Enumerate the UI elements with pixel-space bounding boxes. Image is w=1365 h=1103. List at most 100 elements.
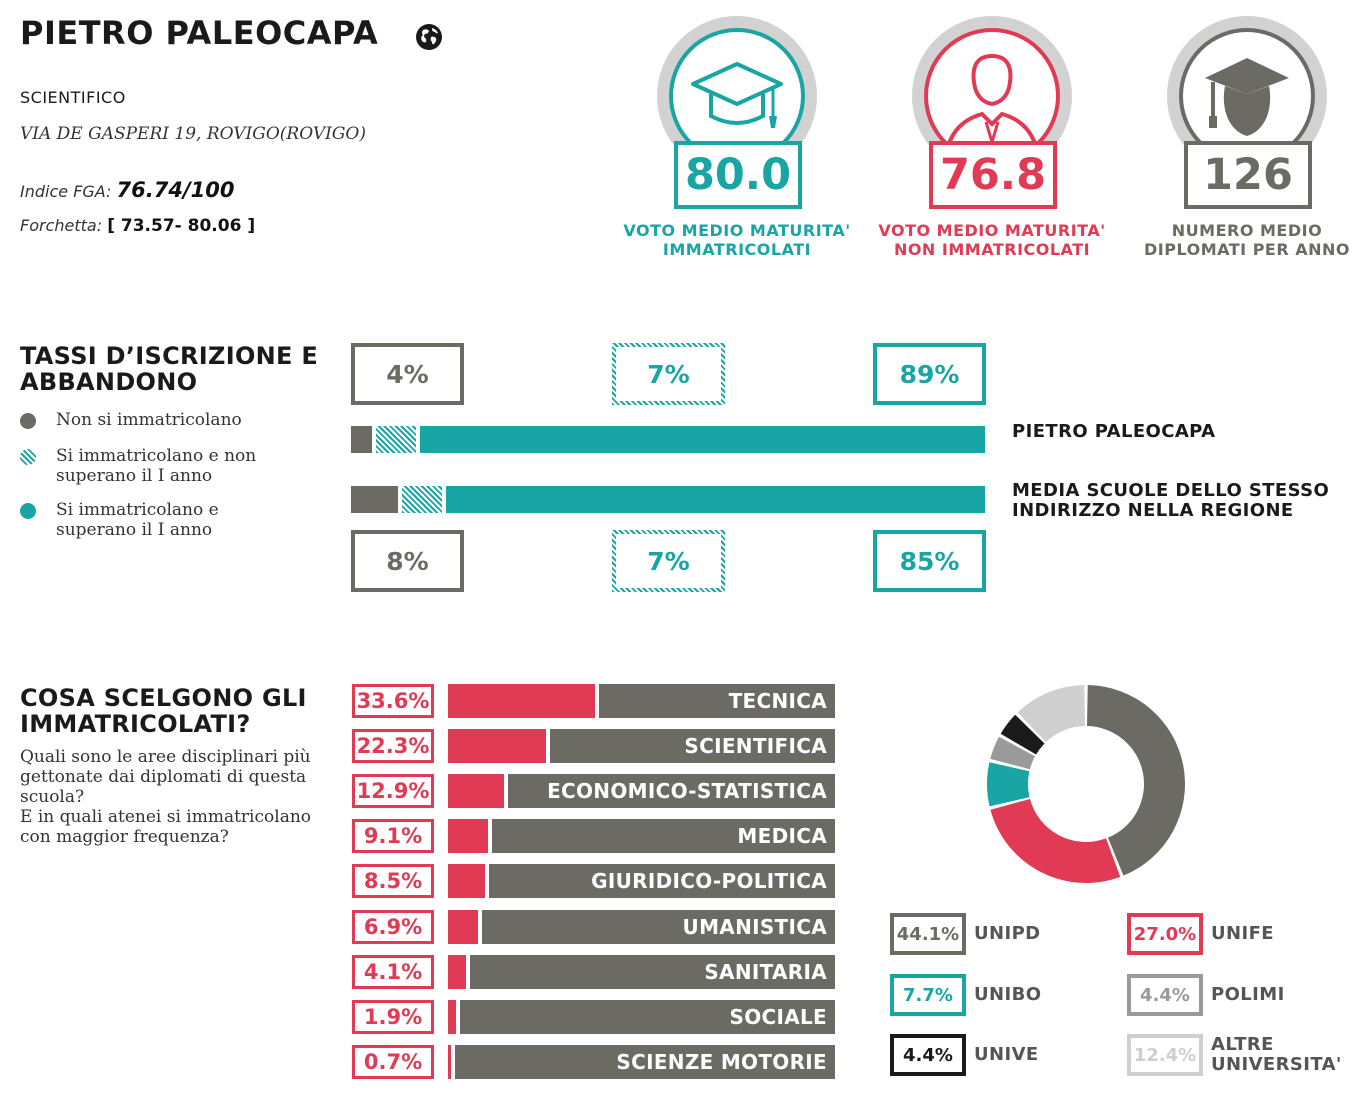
school-type: SCIENTIFICO xyxy=(20,88,126,107)
seg-non-superano xyxy=(402,486,442,513)
kpi-value: 126 xyxy=(1184,141,1312,209)
university-pct-label: 7.7% xyxy=(890,974,966,1016)
area-pct-label: 33.6% xyxy=(352,684,434,718)
donut-slice-unife xyxy=(990,799,1121,883)
school-non-superano-pct: 7% xyxy=(612,343,725,405)
seg-superano xyxy=(420,426,985,453)
area-bar-rest: UMANISTICA xyxy=(482,909,835,944)
university-name: UNIBO xyxy=(974,984,1042,1005)
fork-label: Forchetta: xyxy=(20,216,103,235)
area-bar-value xyxy=(448,729,546,764)
seg-non-immatricolati xyxy=(351,486,398,513)
university-name: ALTRE UNIVERSITA' xyxy=(1211,1034,1342,1075)
enrollment-title: TASSI D’ISCRIZIONE E ABBANDONO xyxy=(20,342,319,396)
legend-immatricolati-superano: Si immatricolano e superano il I anno xyxy=(20,500,219,540)
area-category-label: MEDICA xyxy=(737,824,827,849)
area-row: 8.5% GIURIDICO-POLITICA xyxy=(352,864,842,899)
area-bar-value xyxy=(448,684,595,718)
donut-slice-unibo xyxy=(987,762,1030,807)
region-superano-pct: 85% xyxy=(873,530,986,592)
legend-non-immatricolati: Non si immatricolano xyxy=(20,410,242,430)
university-pct-label: 4.4% xyxy=(890,1034,966,1076)
legend-dot-hatch xyxy=(20,449,36,465)
area-pct-label: 1.9% xyxy=(352,999,434,1034)
area-pct-label: 12.9% xyxy=(352,774,434,809)
area-bar-value xyxy=(448,909,478,944)
seg-superano xyxy=(446,486,985,513)
kpi-value: 80.0 xyxy=(674,141,802,209)
area-bar-rest: SANITARIA xyxy=(470,954,835,989)
university-name: UNIVE xyxy=(974,1044,1039,1065)
area-bar-rest: ECONOMICO-STATISTICA xyxy=(508,774,835,809)
area-row: 6.9% UMANISTICA xyxy=(352,909,842,944)
graduation-cap-icon xyxy=(691,62,783,128)
area-row: 0.7% SCIENZE MOTORIE xyxy=(352,1044,842,1079)
legend-immatricolati-non-superano: Si immatricolano e non superano il I ann… xyxy=(20,446,256,486)
area-pct-label: 4.1% xyxy=(352,954,434,989)
graduate-head-icon xyxy=(1205,58,1289,136)
university-name: UNIPD xyxy=(974,923,1041,944)
area-bar-rest: SOCIALE xyxy=(460,999,835,1034)
globe-icon[interactable] xyxy=(414,22,444,52)
fga-value: 76.74/100 xyxy=(116,178,235,202)
area-category-label: SANITARIA xyxy=(704,959,827,984)
area-bar-value xyxy=(448,1044,451,1079)
school-non-immatricolati-pct: 4% xyxy=(351,343,464,405)
kpi-label: NUMERO MEDIO DIPLOMATI PER ANNO xyxy=(1144,221,1350,259)
university-legend-item: 44.1% UNIPD xyxy=(890,913,1041,955)
kpi-value: 76.8 xyxy=(929,141,1057,209)
area-category-label: SCIENTIFICA xyxy=(684,734,827,759)
stacked-bar-regional xyxy=(351,486,985,513)
areas-description: Quali sono le aree disciplinari più gett… xyxy=(20,747,312,847)
stacked-bar-label: PIETRO PALEOCAPA xyxy=(1012,421,1216,442)
area-bar-rest: SCIENZE MOTORIE xyxy=(455,1044,835,1079)
fga-label: Indice FGA: xyxy=(20,182,112,201)
seg-non-immatricolati xyxy=(351,426,372,453)
area-row: 4.1% SANITARIA xyxy=(352,954,842,989)
university-pct-label: 27.0% xyxy=(1127,913,1203,955)
donut-slice-polimi xyxy=(990,736,1036,770)
area-pct-label: 8.5% xyxy=(352,864,434,899)
area-category-label: SCIENZE MOTORIE xyxy=(616,1049,827,1074)
area-category-label: SOCIALE xyxy=(729,1004,827,1029)
kpi-voto-non-immatricolati: 76.8 VOTO MEDIO MATURITA' NON IMMATRICOL… xyxy=(872,16,1112,266)
area-bar-value xyxy=(448,999,456,1034)
area-pct-label: 9.1% xyxy=(352,819,434,854)
university-legend-item: 7.7% UNIBO xyxy=(890,974,1041,1016)
school-address: VIA DE GASPERI 19, ROVIGO(ROVIGO) xyxy=(20,124,366,144)
fga-index: Indice FGA: 76.74/100 xyxy=(20,178,234,202)
area-bar-value xyxy=(448,864,485,899)
universities-donut-chart xyxy=(987,685,1185,883)
area-pct-label: 0.7% xyxy=(352,1044,434,1079)
university-pct-label: 44.1% xyxy=(890,913,966,955)
area-bar-rest: MEDICA xyxy=(492,819,835,854)
areas-title: COSA SCELGONO GLI IMMATRICOLATI? xyxy=(20,684,307,738)
school-name: PIETRO PALEOCAPA xyxy=(20,14,379,52)
university-legend-item: 27.0% UNIFE xyxy=(1127,913,1274,955)
region-non-superano-pct: 7% xyxy=(612,530,725,592)
area-row: 22.3% SCIENTIFICA xyxy=(352,729,842,764)
university-name: POLIMI xyxy=(1211,984,1285,1005)
area-bar-value xyxy=(448,774,504,809)
area-category-label: TECNICA xyxy=(728,689,827,713)
university-legend-item: 4.4% POLIMI xyxy=(1127,974,1285,1016)
university-legend-item: 4.4% UNIVE xyxy=(890,1034,1039,1076)
area-category-label: GIURIDICO-POLITICA xyxy=(591,869,827,894)
area-pct-label: 6.9% xyxy=(352,909,434,944)
area-category-label: UMANISTICA xyxy=(682,914,827,939)
area-row: 9.1% MEDICA xyxy=(352,819,842,854)
area-row: 1.9% SOCIALE xyxy=(352,999,842,1034)
stacked-bar-label: MEDIA SCUOLE DELLO STESSO INDIRIZZO NELL… xyxy=(1012,480,1330,521)
kpi-voto-immatricolati: 80.0 VOTO MEDIO MATURITA' IMMATRICOLATI xyxy=(617,16,857,266)
fork-range: Forchetta: [ 73.57- 80.06 ] xyxy=(20,216,255,236)
seg-non-superano xyxy=(376,426,416,453)
kpi-numero-diplomati: 126 NUMERO MEDIO DIPLOMATI PER ANNO xyxy=(1127,16,1365,266)
donut-slice-altre xyxy=(1017,685,1085,743)
region-non-immatricolati-pct: 8% xyxy=(351,530,464,592)
legend-dot-gray xyxy=(20,413,36,429)
area-bar-value xyxy=(448,819,488,854)
kpi-label: VOTO MEDIO MATURITA' NON IMMATRICOLATI xyxy=(878,221,1106,259)
area-bar-rest: GIURIDICO-POLITICA xyxy=(489,864,835,899)
university-name: UNIFE xyxy=(1211,923,1274,944)
university-pct-label: 4.4% xyxy=(1127,974,1203,1016)
